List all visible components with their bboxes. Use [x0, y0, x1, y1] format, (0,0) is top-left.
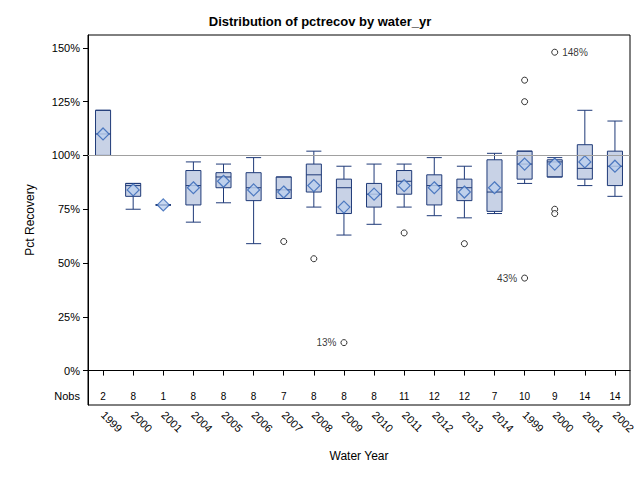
svg-text:8: 8: [251, 391, 257, 402]
svg-text:2012: 2012: [430, 409, 456, 435]
svg-text:7: 7: [492, 391, 498, 402]
svg-text:1999: 1999: [99, 409, 125, 435]
svg-text:2008: 2008: [310, 409, 336, 435]
svg-text:2004: 2004: [189, 409, 215, 435]
svg-text:14: 14: [579, 391, 591, 402]
svg-text:8: 8: [371, 391, 377, 402]
svg-text:10: 10: [519, 391, 531, 402]
svg-text:25%: 25%: [58, 311, 80, 323]
svg-text:12: 12: [429, 391, 441, 402]
svg-text:2: 2: [100, 391, 106, 402]
svg-text:0%: 0%: [64, 365, 80, 377]
svg-text:75%: 75%: [58, 203, 80, 215]
svg-text:2007: 2007: [279, 409, 305, 435]
svg-text:8: 8: [341, 391, 347, 402]
svg-text:Pct Recovery: Pct Recovery: [23, 184, 37, 255]
svg-text:2010: 2010: [370, 409, 396, 435]
svg-text:2005: 2005: [219, 409, 245, 435]
svg-text:2001: 2001: [159, 409, 185, 435]
svg-text:43%: 43%: [497, 273, 517, 284]
svg-text:2014: 2014: [490, 409, 516, 435]
svg-text:7: 7: [281, 391, 287, 402]
svg-text:2000: 2000: [129, 409, 155, 435]
svg-text:2002: 2002: [611, 409, 637, 435]
svg-text:100%: 100%: [52, 149, 80, 161]
svg-text:2011: 2011: [400, 409, 425, 434]
svg-text:Water Year: Water Year: [330, 449, 389, 463]
svg-text:2001: 2001: [581, 409, 607, 435]
svg-text:125%: 125%: [52, 96, 80, 108]
svg-text:2000: 2000: [550, 409, 576, 435]
svg-text:11: 11: [399, 391, 410, 402]
svg-text:8: 8: [311, 391, 317, 402]
svg-text:2009: 2009: [340, 409, 366, 435]
svg-text:1: 1: [160, 391, 166, 402]
svg-text:150%: 150%: [52, 42, 80, 54]
svg-text:2006: 2006: [249, 409, 275, 435]
svg-text:14: 14: [609, 391, 621, 402]
svg-text:13%: 13%: [316, 337, 336, 348]
svg-text:8: 8: [130, 391, 136, 402]
svg-text:12: 12: [459, 391, 471, 402]
svg-text:Nobs: Nobs: [54, 390, 80, 402]
svg-text:50%: 50%: [58, 257, 80, 269]
svg-text:8: 8: [221, 391, 227, 402]
svg-text:Distribution of pctrecov by wa: Distribution of pctrecov by water_yr: [209, 14, 432, 29]
svg-text:9: 9: [552, 391, 558, 402]
svg-text:8: 8: [191, 391, 197, 402]
svg-text:148%: 148%: [562, 47, 588, 58]
svg-text:1999: 1999: [520, 409, 546, 435]
svg-text:2013: 2013: [460, 409, 486, 435]
